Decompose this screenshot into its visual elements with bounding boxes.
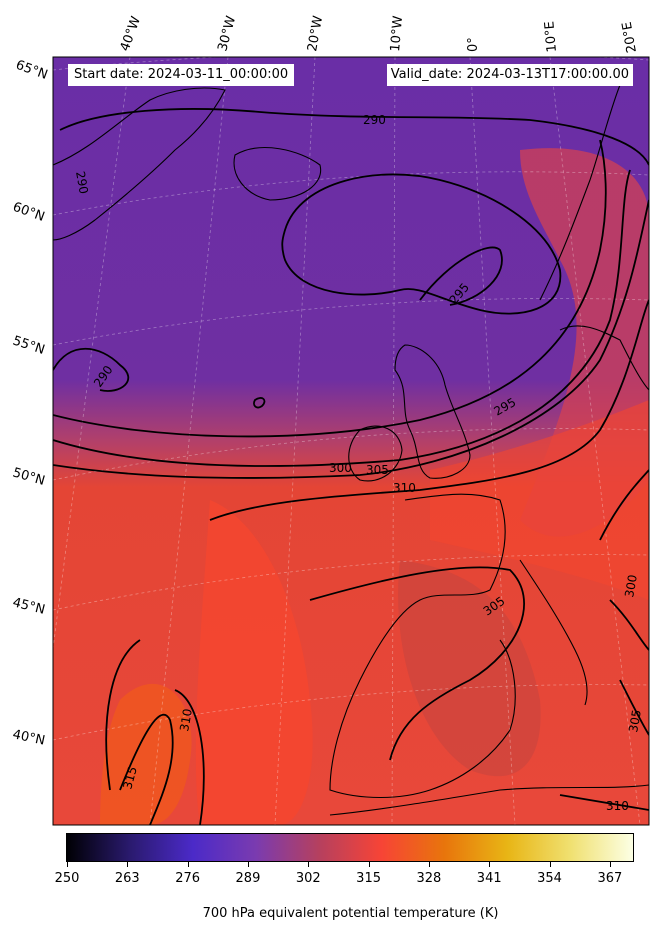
colorbar-tick — [187, 862, 189, 867]
contour-310-se — [559, 794, 649, 811]
start-date-label: Start date: 2024-03-11_00:00:00 — [68, 64, 295, 86]
lon-label: 10°E — [542, 21, 560, 53]
lat-label: 60°N — [11, 200, 47, 225]
contour-label: 305 — [366, 463, 389, 477]
lon-label: 30°W — [215, 14, 239, 53]
contour-305-east — [619, 679, 649, 736]
valid-date-label: Valid_date: 2024-03-13T17:00:00.00 — [386, 64, 633, 86]
contours — [53, 108, 649, 825]
contour-310-west — [105, 639, 205, 825]
contour-label: 290 — [73, 170, 91, 195]
colorbar-tick-label: 250 — [54, 871, 80, 886]
contour-label: 315 — [120, 765, 139, 791]
contour-295-south — [53, 139, 607, 438]
contour-label: 310 — [393, 481, 416, 495]
colorbar-tick — [368, 862, 370, 867]
colorbar-tick-label: 354 — [537, 871, 562, 886]
lat-label: 65°N — [14, 58, 50, 83]
latitude-labels: 65°N 60°N 55°N 50°N 45°N 40°N — [11, 58, 50, 749]
colorbar-tick — [489, 862, 491, 867]
contour-300-east — [599, 469, 649, 651]
colorbar-tick — [247, 862, 249, 867]
contour-290-north — [59, 108, 649, 166]
colorbar-tick — [609, 862, 611, 867]
contour-295-swirl — [281, 173, 562, 315]
colorbar-tick — [308, 862, 310, 867]
lat-label: 50°N — [11, 465, 47, 488]
map-panel — [53, 57, 649, 825]
colorbar-tick — [127, 862, 129, 867]
contour-300 — [53, 169, 631, 467]
contour-label: 305 — [626, 709, 644, 734]
colorbar-tick — [428, 862, 430, 867]
lon-label: 40°W — [118, 14, 144, 53]
lon-label: 0° — [466, 37, 481, 52]
contour-label: 300 — [329, 461, 352, 475]
graticule — [53, 57, 649, 825]
contour-315 — [119, 713, 174, 825]
colorbar-tick-label: 315 — [356, 871, 381, 886]
colorbar — [66, 833, 634, 862]
colorbar-tick-label: 367 — [597, 871, 623, 886]
lon-label: 20°W — [305, 15, 326, 53]
contour-small — [253, 397, 266, 409]
map-frame — [52, 56, 650, 826]
lat-label: 45°N — [11, 595, 46, 617]
contour-label: 310 — [177, 708, 195, 733]
contour-label: 300 — [622, 574, 640, 599]
contour-310 — [209, 299, 649, 521]
colorbar-title: 700 hPa equivalent potential temperature… — [202, 906, 499, 921]
lon-label: 20°E — [620, 21, 640, 54]
colorbar-tick — [67, 862, 68, 867]
colorbar-tick-label: 328 — [416, 871, 442, 886]
colorbar-tick-label: 302 — [295, 871, 321, 886]
contour-label: 310 — [606, 799, 629, 813]
colorbar-tick — [549, 862, 551, 867]
contour-290-west — [53, 347, 130, 392]
longitude-labels: 40°W 30°W 20°W 10°W 0° 10°E 20°E — [118, 14, 640, 54]
colorbar-tick-label: 276 — [175, 871, 201, 886]
lat-label: 55°N — [11, 334, 47, 358]
colorbar-tick-label: 289 — [235, 871, 261, 886]
lon-label: 10°W — [388, 15, 406, 52]
colorbar-tick-label: 341 — [476, 871, 502, 886]
contour-305 — [53, 199, 649, 479]
contour-305-inner — [309, 566, 525, 761]
coastlines — [53, 84, 649, 816]
colorbar-tick-label: 263 — [114, 871, 140, 886]
lat-label: 40°N — [11, 727, 46, 748]
contour-label: 290 — [363, 113, 386, 127]
